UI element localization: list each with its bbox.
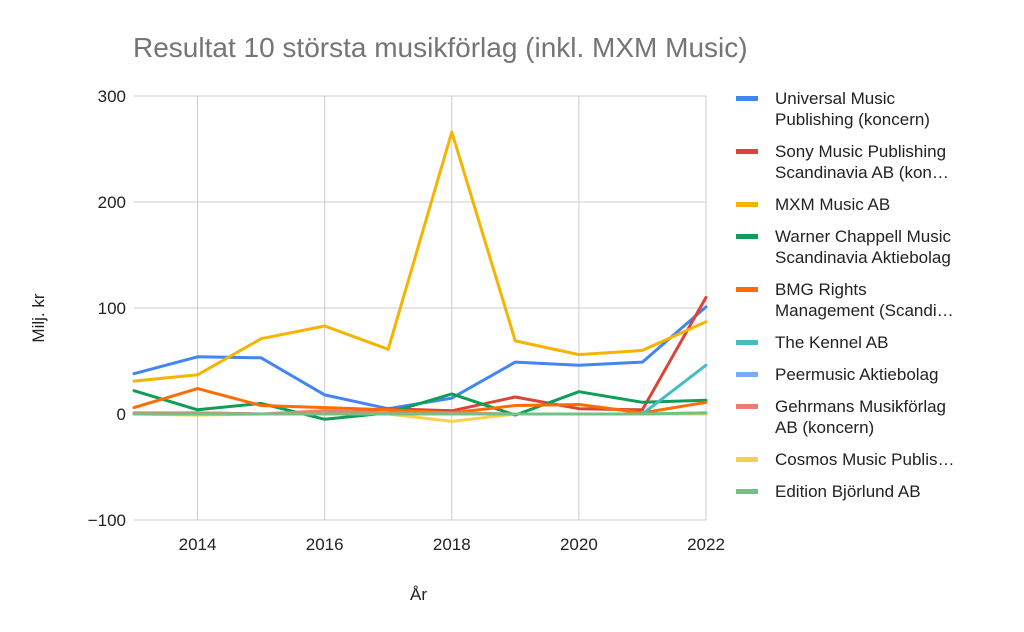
series-line — [132, 389, 708, 421]
chart-title: Resultat 10 största musikförlag (inkl. M… — [133, 32, 748, 63]
legend-swatch — [736, 489, 758, 494]
legend-entry: BMG Rights Management (Scandi… — [775, 280, 954, 320]
y-tick-label: 0 — [117, 405, 126, 424]
y-tick-label: 300 — [98, 87, 126, 106]
legend-entry: Universal Music Publishing (koncern) — [775, 89, 930, 129]
legend-swatch — [736, 404, 758, 409]
grid — [134, 95, 707, 521]
legend-line: Gehrmans Musikförlag — [775, 397, 946, 416]
y-tick-label: −100 — [88, 511, 126, 530]
legend-swatch — [736, 149, 758, 154]
legend-entry: Sony Music Publishing Scandinavia AB (kon… — [775, 142, 949, 182]
legend-swatch — [736, 340, 758, 345]
x-axis-title: År — [410, 585, 427, 604]
x-tick-labels: 2014 2016 2018 2020 2022 — [179, 535, 725, 554]
y-tick-label: 200 — [98, 193, 126, 212]
legend-line: The Kennel AB — [775, 333, 888, 352]
legend-entry: Cosmos Music Publis… — [775, 450, 955, 469]
x-tick-label: 2014 — [179, 535, 217, 554]
legend-line: Peermusic Aktiebolag — [775, 365, 938, 384]
legend-line: Edition Björlund AB — [775, 482, 921, 501]
y-axis-title: Milj. kr — [29, 293, 48, 342]
x-tick-label: 2022 — [687, 535, 725, 554]
legend-entry: Warner Chappell Music Scandinavia Aktiebo… — [775, 227, 952, 267]
legend-line: Sony Music Publishing — [775, 142, 946, 161]
x-tick-label: 2020 — [560, 535, 598, 554]
x-tick-label: 2018 — [433, 535, 471, 554]
legend-line: MXM Music AB — [775, 195, 890, 214]
legend-entry: Peermusic Aktiebolag — [775, 365, 938, 384]
series-line — [132, 130, 708, 383]
legend-line: BMG Rights — [775, 280, 867, 299]
legend-swatch — [736, 372, 758, 377]
y-tick-label: 100 — [98, 299, 126, 318]
legend-line: Scandinavia Aktiebolag — [775, 248, 951, 267]
series-lines — [132, 130, 708, 423]
legend-swatch — [736, 287, 758, 292]
legend-entry: MXM Music AB — [775, 195, 890, 214]
y-tick-labels: −100 0 100 200 300 — [88, 87, 126, 530]
legend-entry: The Kennel AB — [775, 333, 888, 352]
legend-line: Scandinavia AB (kon… — [775, 163, 949, 182]
legend-line: Warner Chappell Music — [775, 227, 952, 246]
legend-line: AB (koncern) — [775, 418, 874, 437]
legend: Universal Music Publishing (koncern) Sony … — [736, 89, 955, 501]
legend-entry: Gehrmans Musikförlag AB (koncern) — [775, 397, 946, 437]
legend-entry: Edition Björlund AB — [775, 482, 921, 501]
legend-line: Universal Music — [775, 89, 895, 108]
legend-line: Publishing (koncern) — [775, 110, 930, 129]
series-line — [132, 387, 708, 415]
legend-line: Management (Scandi… — [775, 301, 954, 320]
legend-line: Cosmos Music Publis… — [775, 450, 955, 469]
legend-swatch — [736, 234, 758, 239]
legend-swatch — [736, 96, 758, 101]
legend-swatch — [736, 457, 758, 462]
x-tick-label: 2016 — [306, 535, 344, 554]
series-line — [132, 411, 708, 416]
legend-swatch — [736, 202, 758, 207]
